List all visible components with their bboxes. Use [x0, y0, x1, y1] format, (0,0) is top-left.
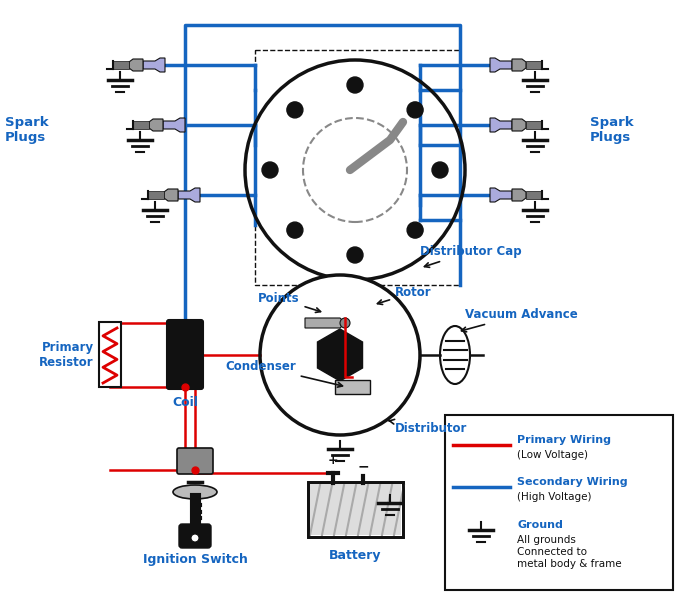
- Bar: [308, 482, 403, 537]
- Text: Ignition Switch: Ignition Switch: [143, 554, 248, 566]
- Polygon shape: [526, 121, 542, 129]
- Text: Condenser: Condenser: [225, 360, 342, 387]
- Text: Distributor: Distributor: [389, 420, 467, 435]
- Polygon shape: [512, 59, 526, 71]
- Circle shape: [191, 534, 199, 542]
- Polygon shape: [526, 61, 542, 69]
- Polygon shape: [512, 119, 526, 131]
- Circle shape: [407, 102, 423, 118]
- Text: +: +: [327, 454, 338, 468]
- Polygon shape: [526, 191, 542, 199]
- Circle shape: [287, 222, 303, 238]
- Text: Primary
Resistor: Primary Resistor: [40, 341, 94, 369]
- Polygon shape: [164, 189, 178, 201]
- Text: Spark
Plugs: Spark Plugs: [5, 116, 48, 144]
- Text: Rotor: Rotor: [377, 286, 432, 304]
- Circle shape: [262, 162, 278, 178]
- Text: Vacuum Advance: Vacuum Advance: [462, 308, 578, 332]
- Polygon shape: [512, 189, 526, 201]
- Text: Distributor Cap: Distributor Cap: [420, 245, 522, 267]
- Circle shape: [347, 77, 363, 93]
- Polygon shape: [133, 121, 149, 129]
- Bar: [445, 415, 673, 590]
- Polygon shape: [305, 318, 345, 328]
- Text: Spark
Plugs: Spark Plugs: [590, 116, 634, 144]
- Text: Secondary Wiring: Secondary Wiring: [517, 477, 627, 487]
- Polygon shape: [318, 329, 363, 381]
- Text: −: −: [357, 459, 369, 473]
- Circle shape: [287, 102, 303, 118]
- Text: All grounds
Connected to
metal body & frame: All grounds Connected to metal body & fr…: [517, 535, 621, 569]
- Text: (Low Voltage): (Low Voltage): [517, 450, 588, 460]
- Polygon shape: [149, 119, 163, 131]
- Bar: [335, 380, 370, 394]
- Text: Points: Points: [258, 292, 321, 312]
- FancyBboxPatch shape: [179, 524, 211, 548]
- FancyBboxPatch shape: [167, 320, 203, 389]
- Polygon shape: [163, 118, 185, 132]
- Circle shape: [347, 247, 363, 263]
- Ellipse shape: [173, 485, 217, 499]
- Circle shape: [407, 222, 423, 238]
- Polygon shape: [490, 118, 512, 132]
- Text: Battery: Battery: [329, 549, 381, 561]
- Bar: [310, 484, 401, 535]
- Text: (High Voltage): (High Voltage): [517, 492, 591, 502]
- Polygon shape: [113, 61, 129, 69]
- Circle shape: [432, 162, 448, 178]
- Text: Primary Wiring: Primary Wiring: [517, 435, 611, 445]
- Circle shape: [245, 60, 465, 280]
- Circle shape: [260, 275, 420, 435]
- Polygon shape: [490, 58, 512, 72]
- Bar: [99, 322, 121, 387]
- Polygon shape: [143, 58, 165, 72]
- Polygon shape: [178, 188, 200, 202]
- FancyBboxPatch shape: [177, 448, 213, 474]
- Circle shape: [340, 318, 350, 328]
- Bar: [308, 482, 403, 537]
- Polygon shape: [148, 191, 164, 199]
- Text: Coil: Coil: [172, 395, 198, 409]
- Text: Ground: Ground: [517, 520, 563, 530]
- Polygon shape: [490, 188, 512, 202]
- Polygon shape: [129, 59, 143, 71]
- Ellipse shape: [440, 326, 470, 384]
